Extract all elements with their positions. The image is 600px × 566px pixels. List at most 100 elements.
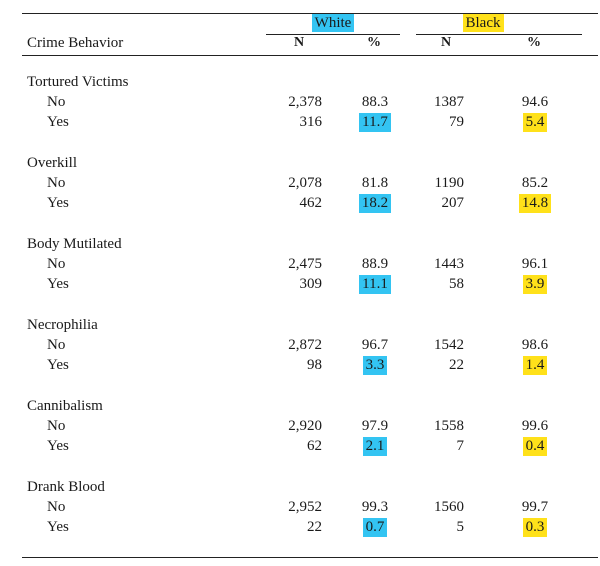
- row-label: No: [47, 336, 66, 353]
- black-n-cell: 7: [456, 438, 465, 454]
- white-n-cell: 2,920: [288, 417, 322, 434]
- white-pct-cell: 11.7: [345, 113, 405, 132]
- black-pct-cell: 98.6: [505, 336, 565, 355]
- black-pct-cell: 96.1: [505, 255, 565, 274]
- category-label: Cannibalism: [27, 398, 103, 414]
- row-header-label: Crime Behavior: [27, 35, 124, 51]
- white-pct-cell: 96.7: [345, 336, 405, 355]
- black-pct-cell-highlight: 98.6: [521, 336, 549, 353]
- black-group-underline: [416, 34, 582, 35]
- black-n-header: N: [440, 35, 452, 50]
- white-pct-cell: 99.3: [345, 498, 405, 517]
- black-pct-cell-highlight: 0.3: [522, 518, 548, 537]
- black-n-cell: 1190: [434, 174, 464, 191]
- white-n-header: N: [293, 35, 305, 50]
- black-pct-cell: 1.4: [505, 356, 565, 375]
- category-label: Overkill: [27, 155, 77, 171]
- black-pct-cell-highlight: 94.6: [521, 93, 549, 110]
- white-pct-cell-highlight: 99.3: [361, 498, 389, 515]
- white-pct-header: %: [367, 35, 381, 50]
- row-label: Yes: [47, 519, 69, 535]
- white-pct-cell-highlight: 11.1: [359, 275, 391, 294]
- black-n-cell: 5: [456, 519, 465, 535]
- black-n-cell: 1387: [434, 93, 464, 110]
- white-pct-cell: 18.2: [345, 194, 405, 213]
- black-pct-cell-highlight: 5.4: [522, 113, 548, 132]
- row-label: No: [47, 498, 66, 515]
- white-n-cell: 316: [299, 114, 323, 130]
- black-n-cell: 22: [449, 357, 464, 373]
- black-pct-cell-highlight: 3.9: [522, 275, 548, 294]
- white-n-cell: 62: [307, 438, 322, 454]
- black-pct-cell: 0.3: [505, 518, 565, 537]
- white-pct-cell-highlight: 2.1: [362, 437, 388, 456]
- white-n-cell: 22: [307, 519, 322, 535]
- white-pct-cell: 88.3: [345, 93, 405, 112]
- white-n-cell: 2,872: [288, 336, 322, 353]
- white-n-cell: 462: [299, 195, 323, 211]
- black-pct-cell: 3.9: [505, 275, 565, 294]
- white-pct-cell-highlight: 88.9: [361, 255, 389, 272]
- category-label: Drank Blood: [27, 479, 105, 495]
- row-label: Yes: [47, 114, 69, 130]
- row-label: Yes: [47, 276, 69, 292]
- black-pct-cell: 5.4: [505, 113, 565, 132]
- bottom-rule: [22, 557, 598, 558]
- white-pct-cell-highlight: 97.9: [361, 417, 389, 434]
- black-pct-cell-highlight: 14.8: [518, 194, 552, 213]
- black-group-label: Black: [462, 14, 504, 32]
- row-label: No: [47, 255, 66, 272]
- white-pct-cell: 97.9: [345, 417, 405, 436]
- black-pct-cell-highlight: 96.1: [521, 255, 549, 272]
- black-n-cell: 58: [449, 276, 464, 292]
- white-pct-cell: 88.9: [345, 255, 405, 274]
- black-pct-header: %: [527, 35, 541, 50]
- black-n-cell: 1560: [434, 498, 464, 515]
- white-n-cell: 309: [299, 276, 323, 292]
- black-pct-cell-highlight: 99.6: [521, 417, 549, 434]
- black-pct-cell: 0.4: [505, 437, 565, 456]
- black-pct-cell: 99.6: [505, 417, 565, 436]
- white-pct-cell-highlight: 96.7: [361, 336, 389, 353]
- black-n-cell: 1443: [434, 255, 464, 272]
- black-n-cell: 1558: [434, 417, 464, 434]
- white-n-cell: 2,378: [288, 93, 322, 110]
- category-label: Necrophilia: [27, 317, 98, 333]
- top-rule: [22, 13, 598, 14]
- white-pct-cell: 3.3: [345, 356, 405, 375]
- white-pct-cell-highlight: 11.7: [359, 113, 391, 132]
- white-pct-cell-highlight: 88.3: [361, 93, 389, 110]
- black-pct-cell-highlight: 1.4: [522, 356, 548, 375]
- white-pct-cell-highlight: 81.8: [361, 174, 389, 191]
- white-pct-cell-highlight: 0.7: [362, 518, 388, 537]
- white-pct-cell: 2.1: [345, 437, 405, 456]
- row-label: Yes: [47, 195, 69, 211]
- black-pct-cell: 99.7: [505, 498, 565, 517]
- white-n-cell: 2,475: [288, 255, 322, 272]
- white-group-label: White: [311, 14, 355, 32]
- black-n-cell: 79: [449, 114, 464, 130]
- row-label: No: [47, 417, 66, 434]
- category-label: Body Mutilated: [27, 236, 122, 252]
- black-pct-cell-highlight: 85.2: [521, 174, 549, 191]
- row-label: Yes: [47, 357, 69, 373]
- black-pct-cell: 94.6: [505, 93, 565, 112]
- white-n-cell: 2,952: [288, 498, 322, 515]
- white-pct-cell: 81.8: [345, 174, 405, 193]
- black-pct-cell: 14.8: [505, 194, 565, 213]
- row-label: No: [47, 174, 66, 191]
- black-pct-cell-highlight: 0.4: [522, 437, 548, 456]
- category-label: Tortured Victims: [27, 74, 129, 90]
- black-pct-cell: 85.2: [505, 174, 565, 193]
- white-pct-cell-highlight: 3.3: [362, 356, 388, 375]
- black-n-cell: 207: [441, 195, 465, 211]
- row-label: No: [47, 93, 66, 110]
- white-group-header: White: [266, 14, 400, 32]
- white-group-underline: [266, 34, 400, 35]
- white-n-cell: 2,078: [288, 174, 322, 191]
- white-pct-cell: 11.1: [345, 275, 405, 294]
- white-pct-cell: 0.7: [345, 518, 405, 537]
- black-group-header: Black: [416, 14, 550, 32]
- header-rule: [22, 55, 598, 56]
- black-pct-cell-highlight: 99.7: [521, 498, 549, 515]
